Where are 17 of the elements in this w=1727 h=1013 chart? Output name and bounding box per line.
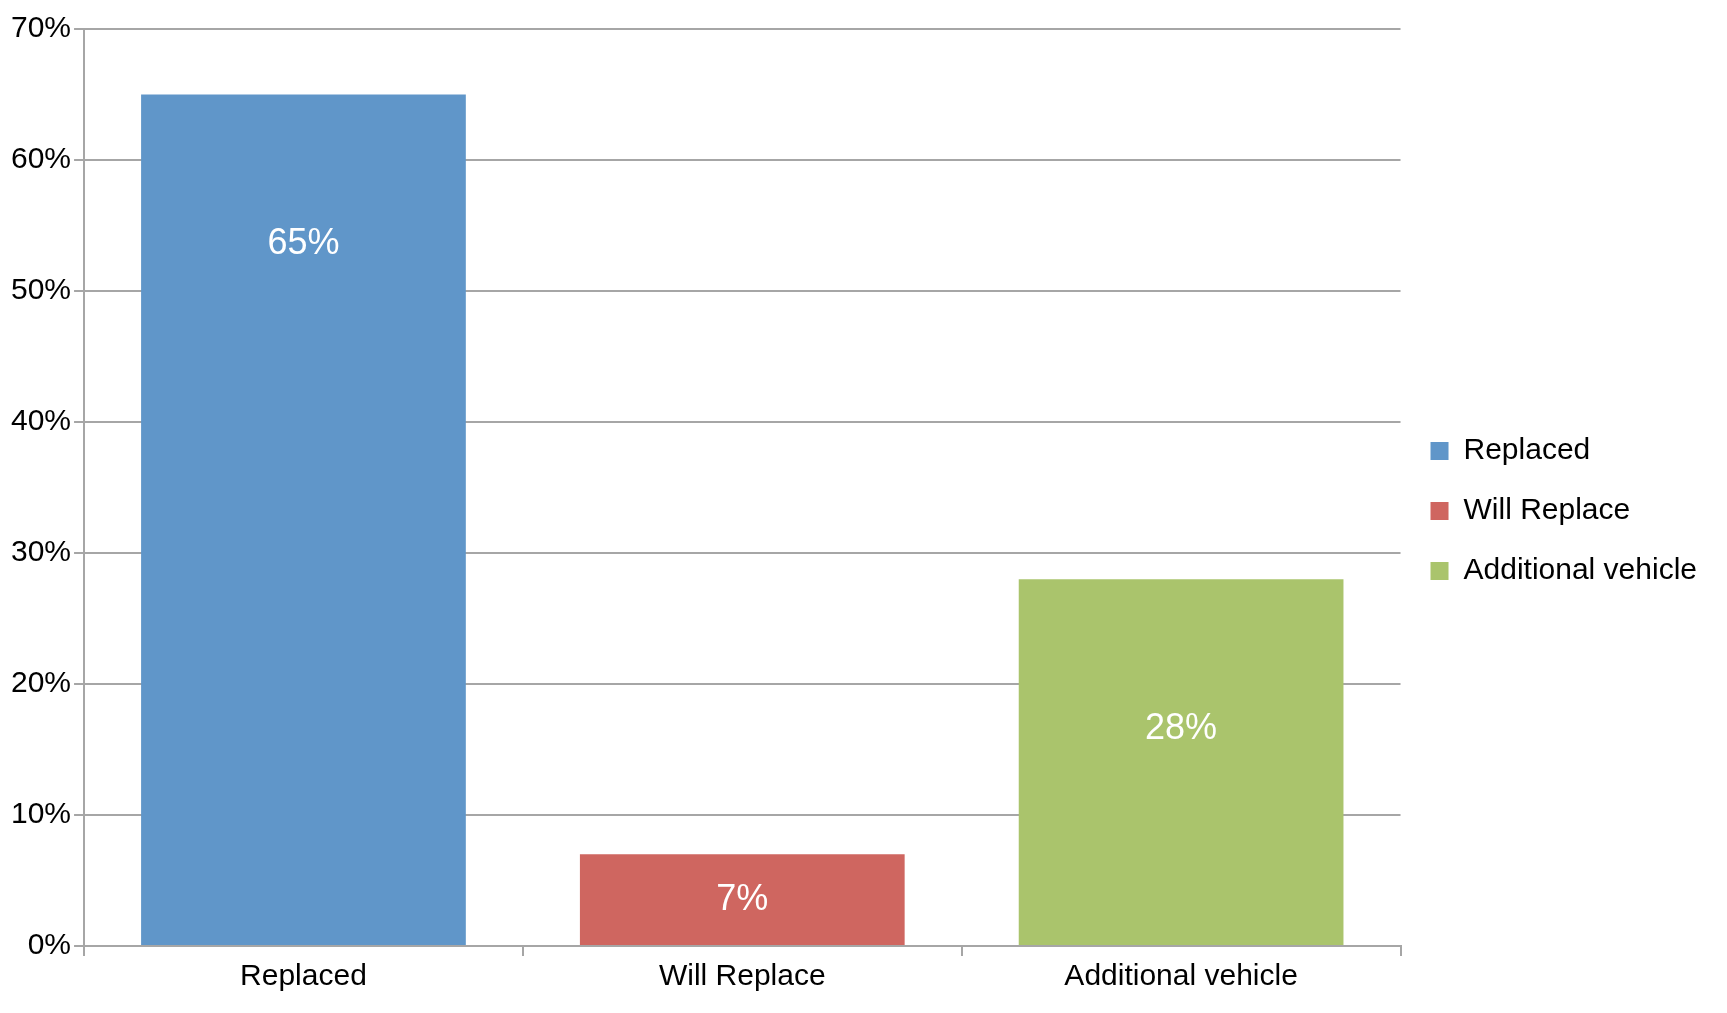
data-label: 28% [1145, 706, 1218, 748]
y-tick-label: 20% [11, 665, 72, 699]
legend-label: Additional vehicle [1463, 552, 1697, 586]
legend-label: Replaced [1463, 432, 1591, 466]
y-tick-label: 40% [11, 403, 72, 437]
data-label: 65% [267, 221, 340, 263]
y-tick-label: 50% [11, 272, 72, 306]
y-tick-label: 0% [27, 927, 72, 961]
y-tick-label: 10% [11, 796, 72, 830]
data-label: 7% [716, 876, 769, 918]
y-tick-label: 60% [11, 141, 72, 175]
y-tick-label: 70% [11, 10, 72, 44]
x-tick-label: Will Replace [658, 958, 826, 992]
x-tick-label: Replaced [240, 958, 367, 992]
y-tick-label: 30% [11, 534, 72, 568]
legend-label: Will Replace [1463, 492, 1631, 526]
x-tick-label: Additional vehicle [1064, 958, 1298, 992]
